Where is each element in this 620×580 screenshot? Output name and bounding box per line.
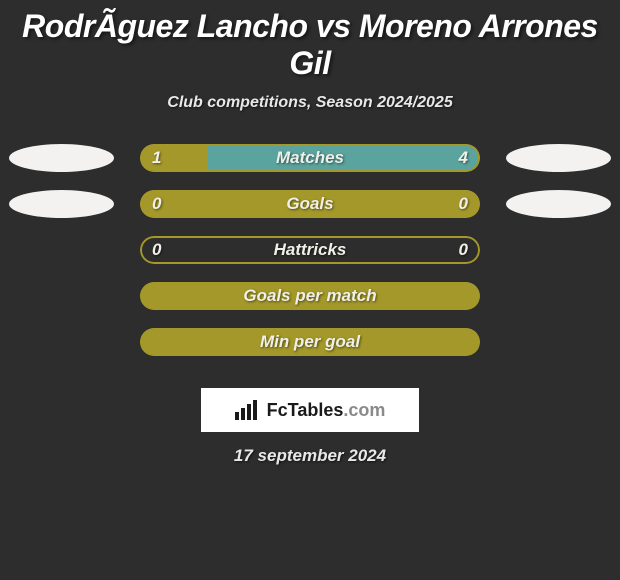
stat-row: Goals per match: [0, 282, 620, 310]
bar-fill-full: [140, 190, 480, 218]
stat-bar: Goals per match: [140, 282, 480, 310]
bar-fill-full: [140, 328, 480, 356]
left-oval-slot: [9, 236, 114, 264]
stat-bar: 00Goals: [140, 190, 480, 218]
stat-value-right: 0: [459, 190, 468, 218]
stats-list: 14Matches00Goals00HattricksGoals per mat…: [0, 144, 620, 356]
right-oval-slot: [506, 236, 611, 264]
stat-bar: Min per goal: [140, 328, 480, 356]
stat-value-right: 0: [459, 236, 468, 264]
stat-row: Min per goal: [0, 328, 620, 356]
stat-row: 00Goals: [0, 190, 620, 218]
stat-row: 14Matches: [0, 144, 620, 172]
stat-value-left: 0: [152, 190, 161, 218]
player-oval-left: [9, 190, 114, 218]
stat-value-left: 0: [152, 236, 161, 264]
bar-fill-left: [140, 144, 208, 172]
logo-suffix: Tables: [288, 400, 344, 420]
stat-value-right: 4: [459, 144, 468, 172]
left-oval-slot: [9, 282, 114, 310]
stat-bar: 14Matches: [140, 144, 480, 172]
stat-bar: 0 0Hattricks: [140, 236, 480, 264]
bar-fill-full: [140, 282, 480, 310]
left-oval-slot: [9, 190, 114, 218]
left-oval-slot: [9, 328, 114, 356]
logo-tld: .com: [343, 400, 385, 420]
logo-prefix: Fc: [267, 400, 288, 420]
logo-text: FcTables.com: [267, 400, 386, 421]
right-oval-slot: [506, 328, 611, 356]
bar-border: [140, 236, 480, 264]
date-label: 17 september 2024: [0, 446, 620, 466]
player-oval-left: [9, 144, 114, 172]
right-oval-slot: [506, 144, 611, 172]
right-oval-slot: [506, 282, 611, 310]
fctables-logo[interactable]: FcTables.com: [201, 388, 419, 432]
comparison-panel: RodrÃ­guez Lancho vs Moreno Arrones Gil …: [0, 0, 620, 466]
chart-icon: [235, 400, 261, 420]
stat-value-left: 1: [152, 144, 161, 172]
subtitle: Club competitions, Season 2024/2025: [0, 94, 620, 112]
player-oval-right: [506, 144, 611, 172]
stat-row: 0 0Hattricks: [0, 236, 620, 264]
bar-fill-right: [208, 144, 480, 172]
page-title: RodrÃ­guez Lancho vs Moreno Arrones Gil: [0, 8, 620, 82]
stat-label: Hattricks: [140, 236, 480, 264]
left-oval-slot: [9, 144, 114, 172]
right-oval-slot: [506, 190, 611, 218]
player-oval-right: [506, 190, 611, 218]
